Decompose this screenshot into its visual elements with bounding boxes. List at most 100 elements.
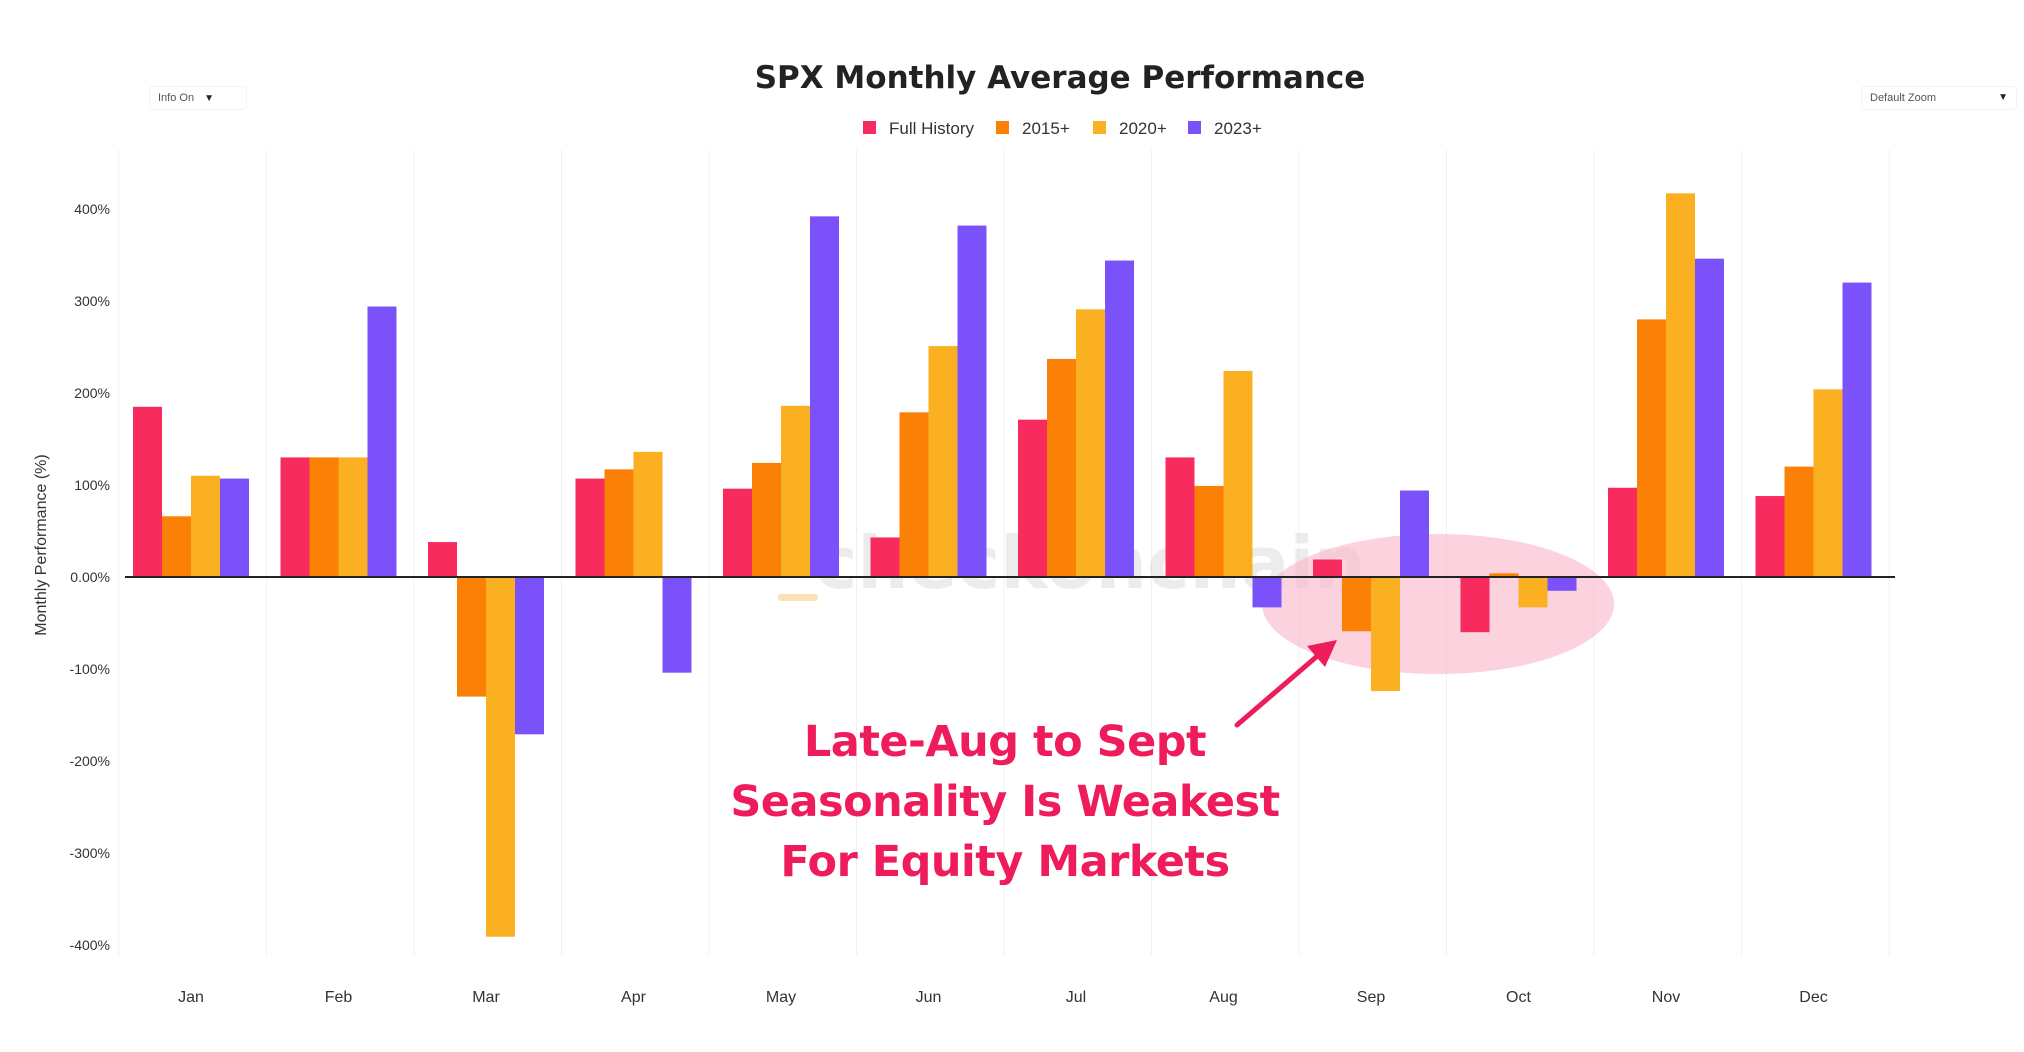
legend-swatch bbox=[863, 121, 876, 134]
bar-feb-0[interactable] bbox=[280, 457, 310, 577]
x-tick-label: Nov bbox=[1652, 989, 1680, 1006]
bar-mar-0[interactable] bbox=[428, 542, 457, 577]
bar-jun-3[interactable] bbox=[957, 225, 987, 577]
bar-dec-2[interactable] bbox=[1813, 389, 1843, 577]
bar-oct-1[interactable] bbox=[1489, 573, 1519, 577]
x-tick-label: Jul bbox=[1066, 989, 1086, 1006]
bar-sep-0[interactable] bbox=[1313, 559, 1342, 577]
bar-aug-2[interactable] bbox=[1223, 370, 1253, 577]
legend-item-3[interactable]: 2023+ bbox=[1188, 119, 1262, 138]
legend-item-0[interactable]: Full History bbox=[863, 119, 975, 138]
bar-nov-3[interactable] bbox=[1695, 258, 1724, 577]
bar-apr-0[interactable] bbox=[575, 478, 605, 577]
legend: Full History 2015+ 2020+ 2023+ bbox=[863, 119, 1262, 138]
x-tick-label: Sep bbox=[1357, 989, 1386, 1006]
bar-jul-0[interactable] bbox=[1018, 419, 1047, 577]
bar-jun-0[interactable] bbox=[870, 537, 900, 577]
y-tick-label: -200% bbox=[70, 753, 110, 769]
bar-nov-2[interactable] bbox=[1666, 193, 1695, 578]
bar-oct-0[interactable] bbox=[1460, 577, 1490, 633]
bar-feb-2[interactable] bbox=[338, 457, 368, 577]
bar-oct-3[interactable] bbox=[1547, 577, 1577, 591]
dropdown-arrow-icon: ▼ bbox=[204, 93, 214, 104]
y-tick-label: -300% bbox=[70, 845, 110, 861]
bar-jan-0[interactable] bbox=[133, 406, 162, 577]
bar-dec-0[interactable] bbox=[1755, 496, 1785, 577]
x-tick-label: Mar bbox=[472, 989, 500, 1006]
info-toggle-select[interactable]: Info On ▼ bbox=[150, 87, 246, 109]
bar-jan-3[interactable] bbox=[220, 478, 249, 577]
bar-sep-2[interactable] bbox=[1371, 577, 1400, 692]
y-tick-label: 200% bbox=[74, 385, 110, 401]
legend-label: 2020+ bbox=[1119, 119, 1167, 138]
bar-aug-0[interactable] bbox=[1165, 457, 1195, 577]
x-axis-ticks: Jan Feb Mar Apr May Jun Jul Aug Sep Oct Nov Dec bbox=[178, 989, 1828, 1006]
y-tick-label: 400% bbox=[74, 201, 110, 217]
x-tick-label: Aug bbox=[1209, 989, 1237, 1006]
bar-jan-2[interactable] bbox=[191, 475, 220, 577]
legend-swatch bbox=[1188, 121, 1201, 134]
bar-oct-2[interactable] bbox=[1518, 577, 1548, 608]
bar-jun-2[interactable] bbox=[928, 346, 958, 577]
bar-jul-1[interactable] bbox=[1047, 358, 1076, 577]
bar-feb-3[interactable] bbox=[367, 306, 397, 577]
y-tick-label: 100% bbox=[74, 477, 110, 493]
annotation-line-2: Seasonality Is Weakest bbox=[730, 777, 1280, 827]
bar-nov-1[interactable] bbox=[1637, 319, 1666, 577]
zoom-select-label: Default Zoom bbox=[1870, 92, 1937, 104]
y-axis-label: Monthly Performance (%) bbox=[33, 454, 50, 635]
bar-may-1[interactable] bbox=[752, 462, 781, 577]
bar-apr-2[interactable] bbox=[633, 451, 663, 577]
annotation-line-3: For Equity Markets bbox=[780, 837, 1230, 887]
legend-item-1[interactable]: 2015+ bbox=[996, 119, 1070, 138]
bar-mar-1[interactable] bbox=[457, 577, 486, 697]
legend-label: 2023+ bbox=[1214, 119, 1262, 138]
bar-jul-3[interactable] bbox=[1105, 260, 1134, 577]
bar-jul-2[interactable] bbox=[1076, 309, 1105, 577]
bar-nov-0[interactable] bbox=[1608, 487, 1637, 577]
bar-mar-3[interactable] bbox=[515, 577, 544, 735]
bar-jan-1[interactable] bbox=[162, 516, 191, 577]
x-tick-label: May bbox=[766, 989, 796, 1006]
chart-title: SPX Monthly Average Performance bbox=[755, 60, 1366, 96]
x-tick-label: Jun bbox=[916, 989, 942, 1006]
annotation-arrow bbox=[1234, 649, 1325, 728]
zoom-select[interactable]: Default Zoom ▼ bbox=[1862, 87, 2016, 109]
annotation-text: Late-Aug to Sept Seasonality Is Weakest … bbox=[700, 712, 1310, 892]
highlight-ellipse bbox=[1262, 534, 1614, 674]
legend-label: Full History bbox=[889, 119, 975, 138]
bar-aug-3[interactable] bbox=[1252, 577, 1282, 608]
legend-swatch bbox=[996, 121, 1009, 134]
bar-dec-1[interactable] bbox=[1784, 466, 1814, 577]
bar-jun-1[interactable] bbox=[899, 412, 929, 577]
bars bbox=[133, 193, 1872, 937]
dropdown-arrow-icon: ▼ bbox=[1998, 92, 2008, 103]
annotation-line-1: Late-Aug to Sept bbox=[803, 717, 1207, 767]
legend-item-2[interactable]: 2020+ bbox=[1093, 119, 1167, 138]
bar-sep-1[interactable] bbox=[1342, 577, 1371, 632]
bar-feb-1[interactable] bbox=[309, 457, 339, 577]
bar-mar-2[interactable] bbox=[486, 577, 515, 937]
bar-may-0[interactable] bbox=[723, 488, 752, 577]
y-tick-label: -400% bbox=[70, 937, 110, 953]
x-tick-label: Apr bbox=[621, 989, 647, 1006]
x-tick-label: Oct bbox=[1506, 989, 1531, 1006]
y-axis-ticks: 400% 300% 200% 100% 0.00% -100% -200% -300% -400… bbox=[70, 201, 110, 953]
legend-label: 2015+ bbox=[1022, 119, 1070, 138]
y-tick-label: -100% bbox=[70, 661, 110, 677]
bar-aug-1[interactable] bbox=[1194, 485, 1224, 577]
bar-may-2[interactable] bbox=[781, 405, 810, 577]
bar-sep-3[interactable] bbox=[1400, 490, 1429, 577]
y-tick-label: 0.00% bbox=[70, 569, 110, 585]
y-tick-label: 300% bbox=[74, 293, 110, 309]
watermark-logo-mark bbox=[778, 594, 818, 601]
bar-dec-3[interactable] bbox=[1842, 282, 1872, 577]
x-tick-label: Feb bbox=[325, 989, 353, 1006]
x-tick-label: Dec bbox=[1799, 989, 1827, 1006]
annotation-arrow-head bbox=[1307, 640, 1337, 667]
bar-may-3[interactable] bbox=[810, 216, 839, 578]
info-toggle-label: Info On bbox=[158, 92, 195, 104]
bar-apr-3[interactable] bbox=[662, 577, 692, 673]
bar-apr-1[interactable] bbox=[604, 469, 634, 577]
